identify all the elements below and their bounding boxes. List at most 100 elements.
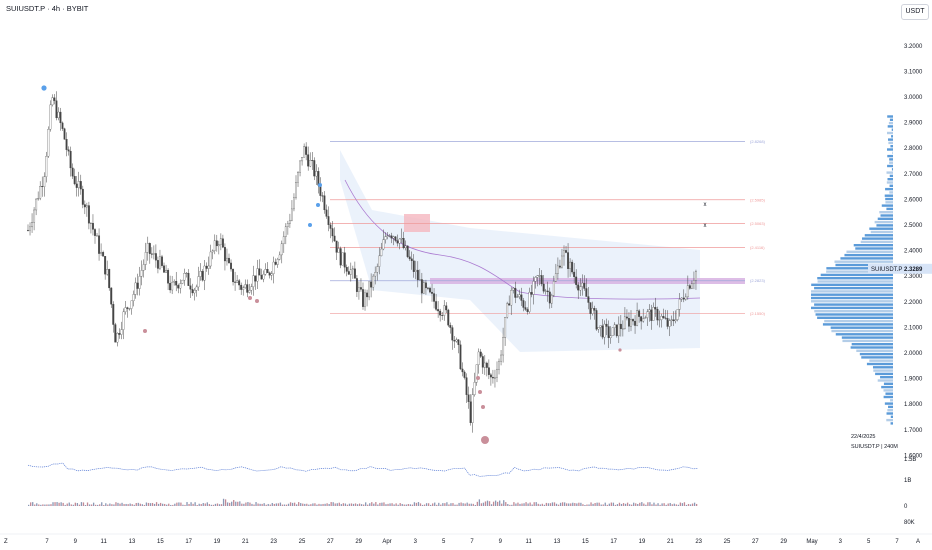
profile-bar — [842, 339, 893, 343]
volume-bar — [675, 504, 677, 506]
candle-body — [500, 354, 503, 362]
volume-bar — [344, 503, 347, 506]
candle-body — [526, 309, 529, 312]
symbol-title[interactable]: SUIUSDT.P · 4h · BYBIT — [6, 4, 89, 13]
candle-body — [219, 238, 222, 245]
candle-body — [370, 281, 373, 288]
candle-body — [185, 272, 188, 274]
candle-body — [536, 275, 539, 278]
candle-body — [325, 209, 328, 217]
profile-bar — [885, 392, 893, 395]
volume-bar — [669, 502, 671, 506]
volume-bar — [645, 504, 647, 506]
candle-body — [544, 290, 547, 292]
volume-bar — [367, 504, 369, 506]
candle-body — [623, 316, 626, 329]
candle-body — [538, 275, 541, 277]
volume-bar — [614, 504, 617, 506]
signal-dot — [255, 299, 259, 303]
candle-body — [242, 287, 245, 290]
volume-bar — [547, 503, 550, 506]
candle-body — [114, 324, 117, 343]
candle-body — [449, 325, 452, 328]
volume-bar — [54, 502, 56, 506]
candle-body — [577, 284, 580, 291]
volume-bar — [237, 501, 239, 506]
volume-bar — [172, 504, 174, 506]
currency-button[interactable]: USDT — [901, 4, 929, 20]
candle-body — [35, 198, 38, 211]
candle-body — [217, 244, 220, 247]
volume-bar — [107, 504, 109, 506]
profile-bar — [834, 260, 893, 263]
candle-body — [282, 236, 285, 244]
candle-body — [161, 256, 163, 266]
candle-body — [402, 238, 405, 249]
signal-dot — [618, 348, 622, 352]
candle-body — [686, 285, 689, 298]
profile-bar — [886, 207, 893, 211]
volume-bar — [691, 503, 694, 506]
candle-body — [221, 238, 224, 248]
candle-body — [203, 265, 206, 281]
candle-body — [607, 326, 610, 339]
candle-body — [266, 269, 269, 273]
candle-body — [374, 272, 377, 277]
profile-bar — [814, 303, 893, 306]
volume-bar — [494, 500, 497, 506]
candle-body — [47, 129, 50, 157]
volume-bar — [631, 504, 633, 506]
profile-bar — [811, 296, 893, 300]
candle-body — [660, 316, 663, 320]
candle-body — [311, 160, 314, 161]
volume-bar — [186, 502, 188, 506]
candle-body — [92, 222, 94, 230]
signal-dot — [481, 436, 489, 444]
time-axis[interactable]: 7 9 11 13 15 17 19 21 23 25 27 29 Apr 3 5 7 9 11 13 15 17 19 2… — [0, 533, 932, 545]
price-axis[interactable]: 3.2000 3.1000 3.0000 2.9000 2.8000 2.7000 2.60… — [904, 44, 923, 526]
candle-body — [532, 281, 535, 295]
candle-body — [236, 280, 239, 283]
candle-body — [558, 265, 561, 268]
profile-bar — [850, 346, 893, 349]
fib-label: (2.2823) — [750, 278, 766, 283]
volume-bar — [452, 503, 454, 506]
candle-body — [670, 319, 673, 321]
candle-body — [81, 188, 84, 205]
profile-bar — [875, 372, 893, 376]
volume-bar — [44, 504, 46, 506]
profile-bar — [873, 369, 893, 372]
profile-bar — [822, 323, 893, 326]
price-tick-label: 3.2000 — [904, 44, 923, 50]
candle-body — [435, 301, 438, 310]
volume-bar — [137, 502, 139, 506]
fib-label: (2.1550) — [750, 311, 766, 316]
volume-bar — [525, 502, 527, 506]
volume-bar — [430, 504, 432, 506]
profile-bar — [892, 151, 893, 154]
candle-body — [597, 327, 600, 330]
candle-body — [400, 238, 403, 240]
candle-body — [695, 271, 697, 281]
candle-body — [516, 296, 519, 298]
candle-body — [307, 154, 310, 167]
volume-bar — [513, 502, 515, 506]
candle-body — [416, 269, 419, 281]
candle-body — [386, 235, 389, 237]
candle-body — [226, 257, 228, 262]
oscillator-line — [27, 462, 699, 477]
volume-bar — [208, 504, 210, 506]
profile-bar — [811, 283, 893, 286]
volume-bar — [586, 504, 588, 506]
volume-bar — [66, 503, 68, 506]
volume-bar — [129, 503, 131, 506]
profile-bar — [841, 336, 893, 339]
volume-bar — [289, 502, 292, 506]
candle-body — [329, 224, 332, 229]
profile-bar — [877, 379, 893, 382]
candle-body — [437, 309, 440, 312]
candle-body — [130, 300, 133, 309]
candle-body — [232, 268, 235, 283]
volume-bar — [97, 504, 99, 506]
